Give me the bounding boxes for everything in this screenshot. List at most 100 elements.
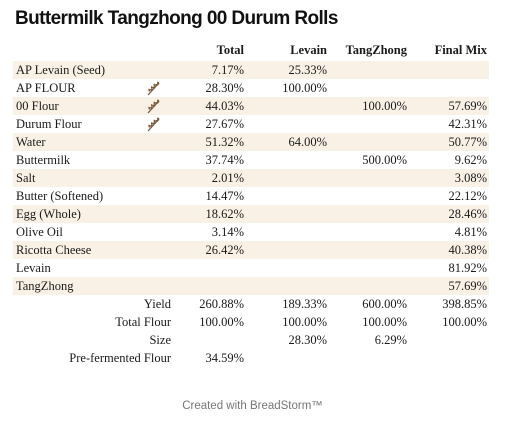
ingredient-name: Olive Oil — [16, 224, 63, 239]
formula-table: Total Levain TangZhong Final Mix AP Leva… — [13, 40, 489, 367]
ingredient-total: 27.67% — [205, 116, 244, 131]
ingredient-levain — [246, 187, 329, 205]
wheat-icon — [147, 117, 160, 132]
ingredient-tangzhong — [329, 259, 409, 277]
ingredient-total: 14.47% — [205, 188, 244, 203]
summary-tangzhong: 6.29% — [374, 332, 407, 347]
ingredient-levain — [246, 241, 329, 259]
ingredient-name: 00 Flour — [13, 97, 143, 115]
ingredient-name: TangZhong — [13, 277, 143, 295]
header-icon-blank — [143, 40, 173, 61]
ingredient-total: 7.17% — [173, 61, 246, 79]
ingredient-final-mix: 81.92% — [448, 260, 487, 275]
ingredient-tangzhong — [329, 133, 409, 151]
ingredient-icon-cell — [143, 97, 173, 115]
ingredient-levain — [246, 97, 329, 115]
ingredient-icon-cell — [143, 169, 173, 187]
ingredient-tangzhong — [329, 187, 409, 205]
summary-tangzhong: 600.00% — [362, 296, 407, 311]
ingredient-name: Levain — [16, 260, 51, 275]
column-header-final-mix: Final Mix — [434, 43, 487, 57]
ingredient-row: TangZhong 57.69% — [13, 277, 489, 295]
summary-final-mix — [409, 349, 489, 367]
ingredient-final-mix: 9.62% — [454, 152, 487, 167]
column-header-levain: Levain — [290, 43, 327, 57]
ingredient-final-mix: 57.69% — [409, 277, 489, 295]
recipe-title: Buttermilk Tangzhong 00 Durum Rolls — [15, 8, 338, 29]
summary-total: 100.00% — [199, 314, 244, 329]
ingredient-row: AP Levain (Seed) 7.17% 25.33% — [13, 61, 489, 79]
summary-final-mix: 398.85% — [442, 296, 487, 311]
column-header-total: Total — [216, 43, 244, 57]
ingredient-name: Salt — [13, 169, 143, 187]
ingredient-icon-cell — [143, 187, 173, 205]
ingredient-total: 44.03% — [173, 97, 246, 115]
ingredient-row: Durum Flour 27.67% 42.31% — [13, 115, 489, 133]
ingredient-final-mix: 28.46% — [409, 205, 489, 223]
ingredient-name: Water — [13, 133, 143, 151]
ingredient-row: Salt 2.01% 3.08% — [13, 169, 489, 187]
ingredient-tangzhong — [329, 223, 409, 241]
ingredient-levain: 25.33% — [246, 61, 329, 79]
ingredient-row: 00 Flour 44.03% 100.00% 57.69% — [13, 97, 489, 115]
ingredient-icon-cell — [143, 259, 173, 277]
ingredient-total: 2.01% — [173, 169, 246, 187]
summary-total: 34.59% — [205, 350, 244, 365]
ingredient-icon-cell — [143, 241, 173, 259]
ingredient-tangzhong — [329, 169, 409, 187]
summary-total — [173, 331, 246, 349]
ingredient-total: 37.74% — [205, 152, 244, 167]
ingredient-final-mix: 40.38% — [409, 241, 489, 259]
footer-credit: Created with BreadStorm™ — [182, 400, 323, 412]
table-header-row: Total Levain TangZhong Final Mix — [13, 40, 489, 61]
summary-label: Total Flour — [115, 314, 171, 329]
ingredient-total — [173, 277, 246, 295]
ingredient-levain — [246, 151, 329, 169]
summary-row: Yield 260.88% 189.33% 600.00% 398.85% — [13, 295, 489, 313]
ingredient-total: 26.42% — [173, 241, 246, 259]
ingredient-name: Egg (Whole) — [13, 205, 143, 223]
ingredient-row: Butter (Softened) 14.47% 22.12% — [13, 187, 489, 205]
ingredient-tangzhong — [329, 79, 409, 97]
summary-row: Size 28.30% 6.29% — [13, 331, 489, 349]
ingredient-final-mix — [409, 79, 489, 97]
ingredient-levain — [246, 205, 329, 223]
ingredient-tangzhong: 500.00% — [362, 152, 407, 167]
ingredient-levain — [246, 115, 329, 133]
summary-tangzhong — [329, 349, 409, 367]
ingredient-total: 51.32% — [173, 133, 246, 151]
column-header-tangzhong: TangZhong — [345, 43, 407, 57]
ingredient-total: 3.14% — [211, 224, 244, 239]
summary-label: Yield — [143, 296, 171, 311]
ingredient-row: Water 51.32% 64.00% 50.77% — [13, 133, 489, 151]
ingredient-tangzhong — [329, 277, 409, 295]
ingredient-total: 18.62% — [173, 205, 246, 223]
ingredient-levain — [246, 169, 329, 187]
ingredient-levain: 100.00% — [282, 80, 327, 95]
ingredient-final-mix: 42.31% — [448, 116, 487, 131]
ingredient-name: Ricotta Cheese — [13, 241, 143, 259]
ingredient-row: Egg (Whole) 18.62% 28.46% — [13, 205, 489, 223]
summary-row: Pre-fermented Flour 34.59% — [13, 349, 489, 367]
summary-tangzhong: 100.00% — [362, 314, 407, 329]
ingredient-final-mix: 3.08% — [409, 169, 489, 187]
ingredient-row: Buttermilk 37.74% 500.00% 9.62% — [13, 151, 489, 169]
ingredient-icon-cell — [143, 205, 173, 223]
header-blank — [13, 40, 143, 61]
ingredient-icon-cell — [143, 277, 173, 295]
ingredient-final-mix: 4.81% — [454, 224, 487, 239]
ingredient-tangzhong — [329, 61, 409, 79]
summary-final-mix — [409, 331, 489, 349]
summary-label: Pre-fermented Flour — [69, 350, 171, 365]
ingredient-icon-cell — [143, 61, 173, 79]
ingredient-icon-cell — [143, 223, 173, 241]
ingredient-name: Buttermilk — [16, 152, 71, 167]
ingredient-name: AP FLOUR — [16, 80, 76, 95]
summary-row: Total Flour 100.00% 100.00% 100.00% 100.00% — [13, 313, 489, 331]
ingredient-row: Ricotta Cheese 26.42% 40.38% — [13, 241, 489, 259]
ingredient-levain — [246, 277, 329, 295]
ingredient-icon-cell — [143, 133, 173, 151]
ingredient-name: Butter (Softened) — [16, 188, 104, 203]
ingredient-tangzhong — [329, 241, 409, 259]
ingredient-final-mix: 57.69% — [409, 97, 489, 115]
